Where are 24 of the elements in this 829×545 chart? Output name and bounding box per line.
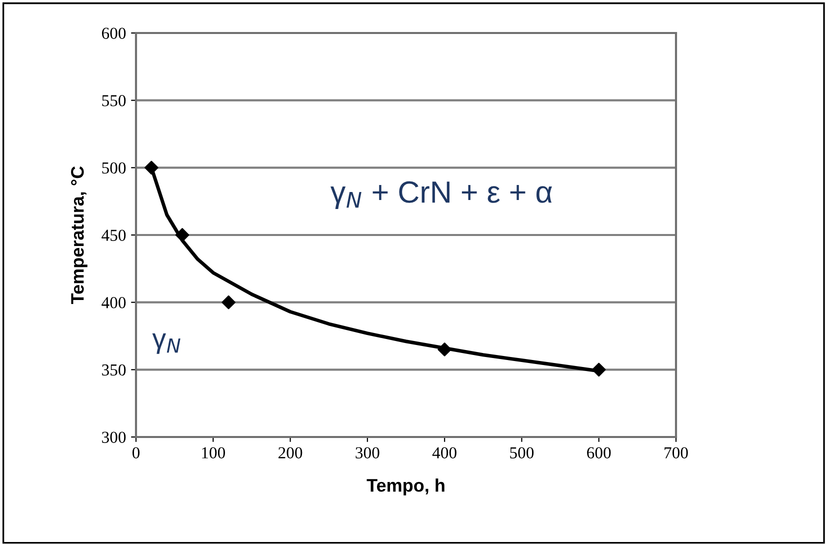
y-tick-label: 600 [102, 28, 126, 39]
x-tick-label: 600 [587, 447, 611, 458]
y-axis-title: Temperatura, °C [71, 166, 88, 304]
point [592, 362, 606, 377]
x-tick-label: 200 [278, 447, 302, 458]
x-tick-label: 100 [202, 447, 226, 458]
point [222, 295, 236, 310]
x-tick-label: 700 [664, 447, 688, 458]
y-tick-label: 300 [102, 432, 126, 443]
x-tick-label: 400 [432, 447, 456, 458]
point [144, 160, 158, 175]
x-tick-label: 300 [356, 447, 380, 458]
y-tick-label: 350 [102, 364, 126, 376]
annotation: γ$_{N}$ + CrN + ε + α [330, 181, 552, 209]
y-tick-label: 550 [102, 95, 126, 106]
y-tick-label: 500 [102, 162, 126, 174]
y-tick-label: 400 [102, 297, 126, 308]
annotation: γ$_{N}$ [152, 333, 180, 354]
x-axis-title: Tempo, h [366, 478, 444, 496]
x-tick-label: 0 [132, 447, 140, 458]
point [175, 228, 190, 242]
x-tick-label: 500 [510, 447, 534, 458]
y-tick-label: 450 [102, 230, 126, 241]
point [438, 342, 452, 356]
